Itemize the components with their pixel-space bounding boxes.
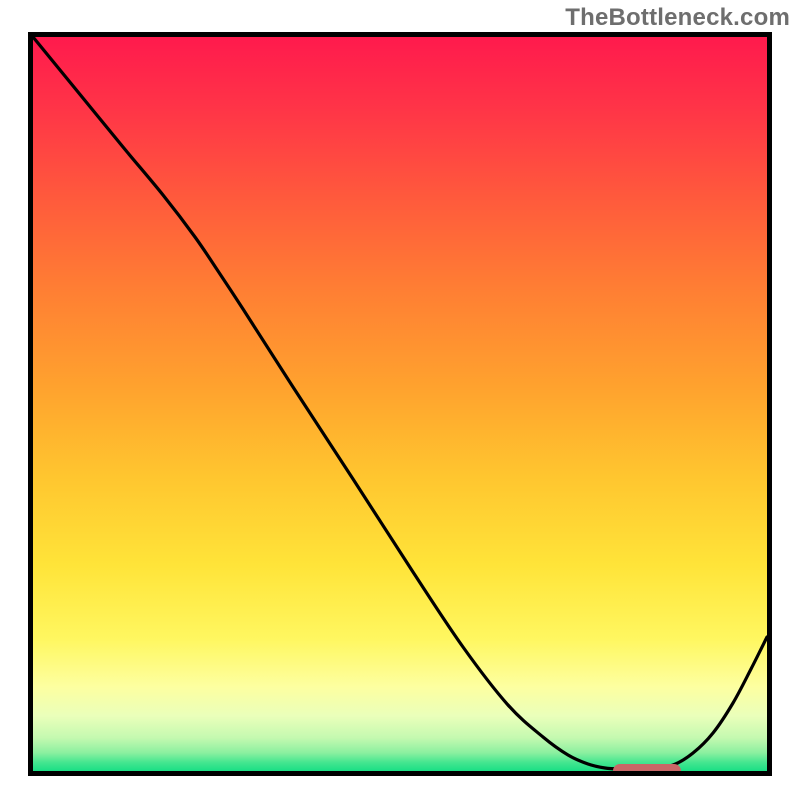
chart-container: TheBottleneck.com [0,0,800,800]
optimal-marker [613,764,681,771]
chart-frame [28,32,772,776]
heatmap-background [33,37,767,771]
watermark-text: TheBottleneck.com [565,4,790,32]
plot-svg [33,37,767,771]
